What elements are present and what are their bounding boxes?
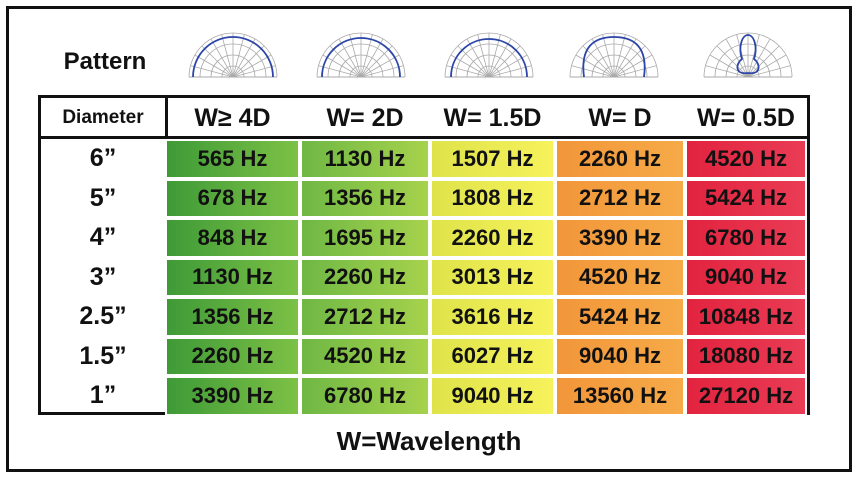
frequency-cell: 1356 Hz bbox=[300, 178, 430, 218]
frequency-cell: 6780 Hz bbox=[685, 218, 807, 258]
diameter-cell: 4” bbox=[89, 223, 117, 252]
frequency-cell: 4520 Hz bbox=[300, 336, 430, 376]
frequency-cell: 9040 Hz bbox=[555, 336, 685, 376]
diameter-cell: 5” bbox=[89, 183, 117, 212]
frequency-cell: 4520 Hz bbox=[685, 139, 807, 179]
polar-pattern bbox=[188, 32, 278, 78]
diameter-cell: 6” bbox=[89, 144, 117, 173]
frequency-cell: 565 Hz bbox=[165, 139, 300, 179]
frequency-cell: 5424 Hz bbox=[555, 297, 685, 337]
polar-pattern bbox=[703, 32, 793, 78]
diameter-cell: 3” bbox=[89, 262, 117, 291]
frequency-cell: 9040 Hz bbox=[685, 257, 807, 297]
column-header: W≥ 4D bbox=[194, 103, 271, 132]
frequency-cell: 1695 Hz bbox=[300, 218, 430, 258]
diameter-cell: 1.5” bbox=[79, 341, 127, 370]
diameter-cell: 1” bbox=[89, 381, 117, 410]
frequency-cell: 2260 Hz bbox=[165, 336, 300, 376]
frequency-cell: 3013 Hz bbox=[430, 257, 555, 297]
frequency-cell: 13560 Hz bbox=[555, 376, 685, 416]
frequency-cell: 6027 Hz bbox=[430, 336, 555, 376]
column-rule bbox=[165, 98, 168, 138]
frequency-cell: 27120 Hz bbox=[685, 376, 807, 416]
frequency-cell: 2260 Hz bbox=[300, 257, 430, 297]
frequency-cell: 9040 Hz bbox=[430, 376, 555, 416]
frequency-cell: 6780 Hz bbox=[300, 376, 430, 416]
frequency-cell: 2260 Hz bbox=[555, 139, 685, 179]
frequency-cell: 2712 Hz bbox=[300, 297, 430, 337]
frequency-cell: 1808 Hz bbox=[430, 178, 555, 218]
column-header: W= 2D bbox=[326, 103, 404, 132]
pattern-label: Pattern bbox=[63, 48, 147, 75]
polar-pattern bbox=[569, 32, 659, 78]
frequency-cell: 3390 Hz bbox=[165, 376, 300, 416]
polar-pattern bbox=[444, 32, 534, 78]
frequency-cell: 678 Hz bbox=[165, 178, 300, 218]
frame bbox=[6, 6, 852, 472]
frequency-cell: 2260 Hz bbox=[430, 218, 555, 258]
frequency-cell: 1130 Hz bbox=[165, 257, 300, 297]
frequency-cell: 1356 Hz bbox=[165, 297, 300, 337]
frequency-cell: 5424 Hz bbox=[685, 178, 807, 218]
frequency-cell: 848 Hz bbox=[165, 218, 300, 258]
frequency-cell: 3390 Hz bbox=[555, 218, 685, 258]
column-header: Diameter bbox=[62, 107, 144, 128]
footer: W=Wavelength bbox=[336, 425, 522, 456]
frequency-cell: 3616 Hz bbox=[430, 297, 555, 337]
column-header: W= 0.5D bbox=[697, 103, 795, 132]
table: Diameter W≥ 4D W= 2D W= 1.5D W= D W= 0.5D 6” 56… bbox=[38, 95, 810, 416]
frequency-cell: 1507 Hz bbox=[430, 139, 555, 179]
frequency-cell: 10848 Hz bbox=[685, 297, 807, 337]
polar-pattern bbox=[316, 32, 406, 78]
frequency-cell: 18080 Hz bbox=[685, 336, 807, 376]
frequency-cell: 4520 Hz bbox=[555, 257, 685, 297]
diameter-cell: 2.5” bbox=[79, 302, 127, 331]
column-header: W= 1.5D bbox=[443, 103, 542, 132]
frequency-cell: 2712 Hz bbox=[555, 178, 685, 218]
frequency-cell: 1130 Hz bbox=[300, 139, 430, 179]
header-rule bbox=[41, 136, 807, 139]
column-header: W= D bbox=[588, 103, 652, 132]
